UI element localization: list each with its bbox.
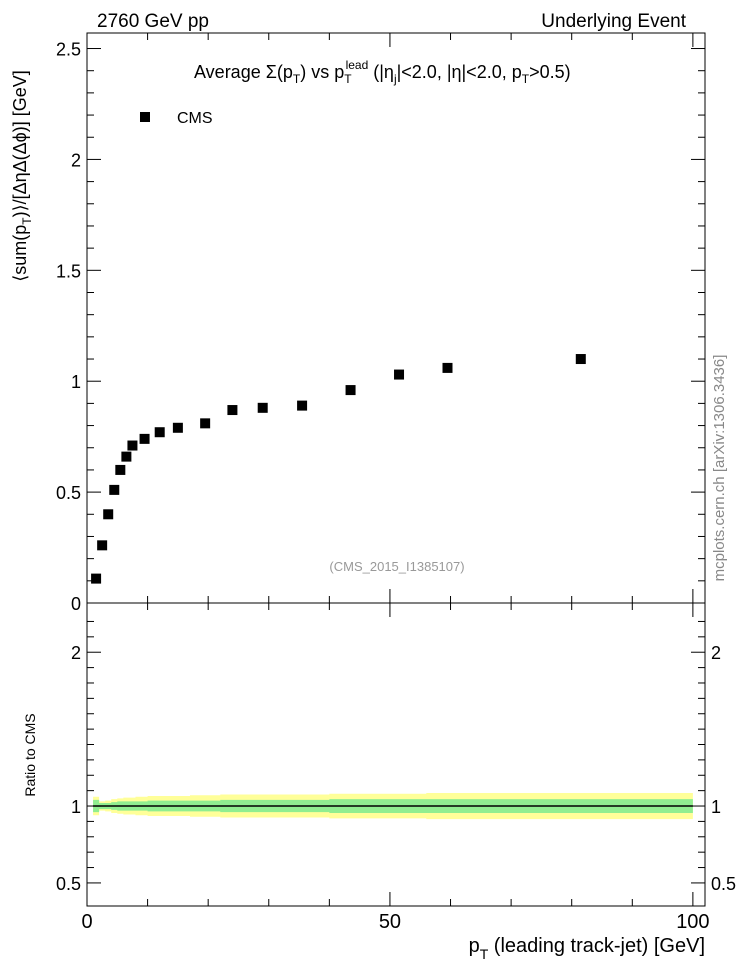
ratio-y-tick-label: 1	[71, 797, 81, 817]
ratio-y-tick-label: 2	[711, 643, 721, 663]
ratio-y-tick-label: 0.5	[711, 874, 736, 894]
ratio-y-tick-label: 1	[711, 797, 721, 817]
y-tick-label: 0	[71, 594, 81, 614]
data-point	[442, 362, 453, 373]
analysis-id: (CMS_2015_I1385107)	[329, 559, 464, 574]
data-point	[103, 509, 114, 520]
data-point	[345, 385, 356, 396]
data-point	[91, 573, 102, 584]
data-point	[297, 400, 308, 411]
ratio-y-tick-label: 2	[71, 643, 81, 663]
ratio-plot-frame	[86, 602, 706, 907]
ratio-axis-ticks: 0.5 0.5 1 1 2 2 0 50 100	[56, 603, 736, 933]
ratio-y-tick-label: 0.5	[56, 874, 81, 894]
data-point	[575, 354, 586, 365]
legend-label: CMS	[177, 110, 213, 127]
ratio-bands	[93, 792, 693, 820]
x-axis-label: pT (leading track-jet) [GeV]	[469, 935, 705, 962]
data-point	[154, 427, 165, 438]
x-tick-label: 50	[379, 911, 401, 933]
main-y-axis-label: ⟨sum(pT)⟩/[ΔηΔ(Δϕ)] [GeV]	[10, 70, 34, 282]
process-label: Underlying Event	[541, 11, 686, 32]
side-label: mcplots.cern.ch [arXiv:1306.3436]	[711, 355, 728, 582]
y-tick-label: 0.5	[56, 483, 81, 503]
data-point	[139, 433, 150, 444]
data-point	[172, 422, 183, 433]
data-point	[121, 451, 132, 462]
main-axis-ticks: 0 0.5 1 1.5 2 2.5	[56, 33, 705, 614]
data-point	[394, 369, 405, 380]
data-point	[227, 405, 238, 416]
ratio-y-axis-label: Ratio to CMS	[22, 713, 38, 796]
legend-marker	[140, 112, 150, 122]
y-tick-label: 2.5	[56, 40, 81, 60]
collision-label: 2760 GeV pp	[97, 11, 209, 32]
data-point	[115, 464, 126, 475]
data-markers	[91, 354, 586, 584]
plot-title: Average Σ(pT) vs pTlead (|ηj|<2.0, |η|<2…	[194, 58, 571, 86]
y-tick-label: 2	[71, 150, 81, 170]
data-point	[200, 418, 211, 429]
y-tick-label: 1	[71, 372, 81, 392]
x-tick-label: 0	[81, 911, 92, 933]
data-point	[97, 540, 108, 551]
data-point	[127, 440, 138, 451]
data-point	[109, 484, 120, 495]
x-tick-label: 100	[676, 911, 709, 933]
data-point	[257, 402, 268, 413]
y-tick-label: 1.5	[56, 261, 81, 281]
